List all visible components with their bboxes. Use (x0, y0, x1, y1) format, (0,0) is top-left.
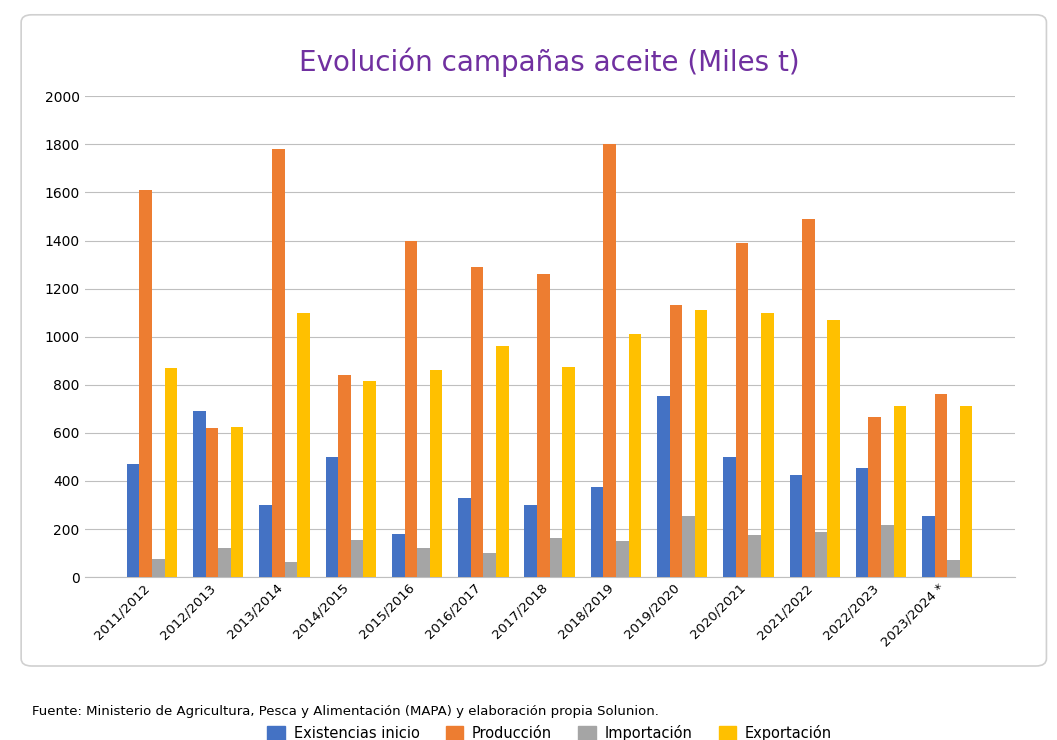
Bar (524, 505, 537, 577)
Bar (880, 525, 893, 577)
Bar (165, 368, 178, 577)
Bar (458, 498, 470, 577)
Bar (922, 516, 934, 577)
Bar (206, 428, 219, 577)
Bar (723, 457, 736, 577)
Bar (326, 457, 338, 577)
Legend: Existencias inicio, Producción, Importación, Exportación: Existencias inicio, Producción, Importac… (261, 719, 838, 740)
Bar (947, 560, 960, 577)
Bar (761, 312, 774, 577)
Bar (591, 487, 604, 577)
Title: Evolución campañas aceite (Miles t): Evolución campañas aceite (Miles t) (299, 47, 800, 77)
Bar (604, 144, 616, 577)
Bar (272, 149, 284, 577)
Bar (297, 312, 310, 577)
Bar (496, 346, 508, 577)
Bar (405, 240, 418, 577)
Bar (694, 310, 707, 577)
Bar (351, 540, 364, 577)
Bar (284, 562, 297, 577)
Bar (815, 531, 828, 577)
Bar (127, 464, 140, 577)
Bar (364, 381, 376, 577)
Bar (736, 243, 748, 577)
Bar (669, 306, 682, 577)
Bar (259, 505, 272, 577)
Bar (802, 219, 815, 577)
Bar (230, 427, 243, 577)
Bar (616, 541, 629, 577)
Bar (934, 394, 947, 577)
Bar (392, 534, 405, 577)
Bar (338, 375, 351, 577)
Bar (748, 535, 761, 577)
Bar (550, 537, 562, 577)
Bar (790, 475, 802, 577)
Bar (430, 370, 442, 577)
Bar (418, 548, 430, 577)
Bar (562, 367, 575, 577)
Bar (483, 553, 496, 577)
Bar (537, 274, 550, 577)
Bar (856, 468, 869, 577)
Bar (960, 406, 972, 577)
Bar (869, 417, 880, 577)
Bar (893, 406, 906, 577)
Bar (629, 334, 642, 577)
Bar (470, 267, 483, 577)
Bar (657, 396, 669, 577)
Bar (140, 190, 152, 577)
Bar (152, 559, 165, 577)
Bar (219, 548, 230, 577)
Bar (682, 516, 694, 577)
Text: Fuente: Ministerio de Agricultura, Pesca y Alimentación (MAPA) y elaboración pro: Fuente: Ministerio de Agricultura, Pesca… (32, 704, 659, 718)
Bar (828, 320, 840, 577)
Bar (193, 411, 206, 577)
